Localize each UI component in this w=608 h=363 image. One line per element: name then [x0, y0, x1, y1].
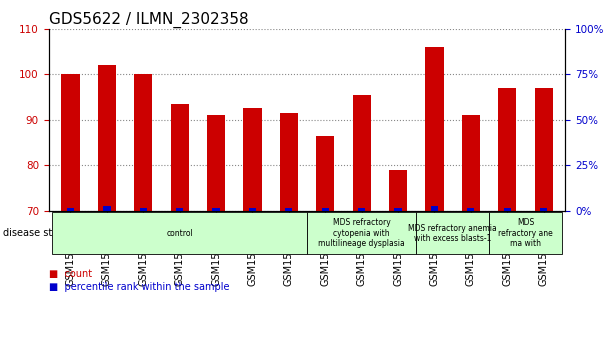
Bar [540, 208, 547, 211]
Bar [534, 88, 553, 211]
Bar [395, 208, 402, 211]
Bar [358, 208, 365, 211]
Bar [431, 206, 438, 211]
Bar [353, 95, 371, 211]
Bar [171, 104, 188, 211]
Text: MDS
refractory ane
ma with: MDS refractory ane ma with [498, 218, 553, 248]
Bar [134, 74, 153, 211]
Text: ■  count: ■ count [49, 269, 92, 279]
Bar [503, 208, 511, 211]
Bar [212, 208, 219, 211]
Bar [207, 115, 225, 211]
Bar [316, 136, 334, 211]
Bar [389, 170, 407, 211]
Bar [426, 47, 443, 211]
Text: disease state  ▶: disease state ▶ [3, 228, 82, 238]
Bar [176, 208, 183, 211]
Text: ■  percentile rank within the sample: ■ percentile rank within the sample [49, 282, 229, 292]
Bar [61, 74, 80, 211]
Bar [467, 208, 474, 211]
Bar [98, 65, 116, 211]
Text: control: control [166, 229, 193, 238]
Bar [498, 88, 516, 211]
Bar [140, 208, 147, 211]
Text: MDS refractory anemia
with excess blasts-1: MDS refractory anemia with excess blasts… [408, 224, 497, 243]
Text: GDS5622 / ILMN_2302358: GDS5622 / ILMN_2302358 [49, 12, 248, 28]
Bar [322, 208, 329, 211]
Bar [67, 208, 74, 211]
Bar [249, 208, 256, 211]
Text: MDS refractory
cytopenia with
multilineage dysplasia: MDS refractory cytopenia with multilinea… [318, 218, 405, 248]
Bar [103, 206, 111, 211]
Bar [243, 109, 261, 211]
Bar [461, 115, 480, 211]
Bar [280, 113, 298, 211]
Bar [285, 208, 292, 211]
